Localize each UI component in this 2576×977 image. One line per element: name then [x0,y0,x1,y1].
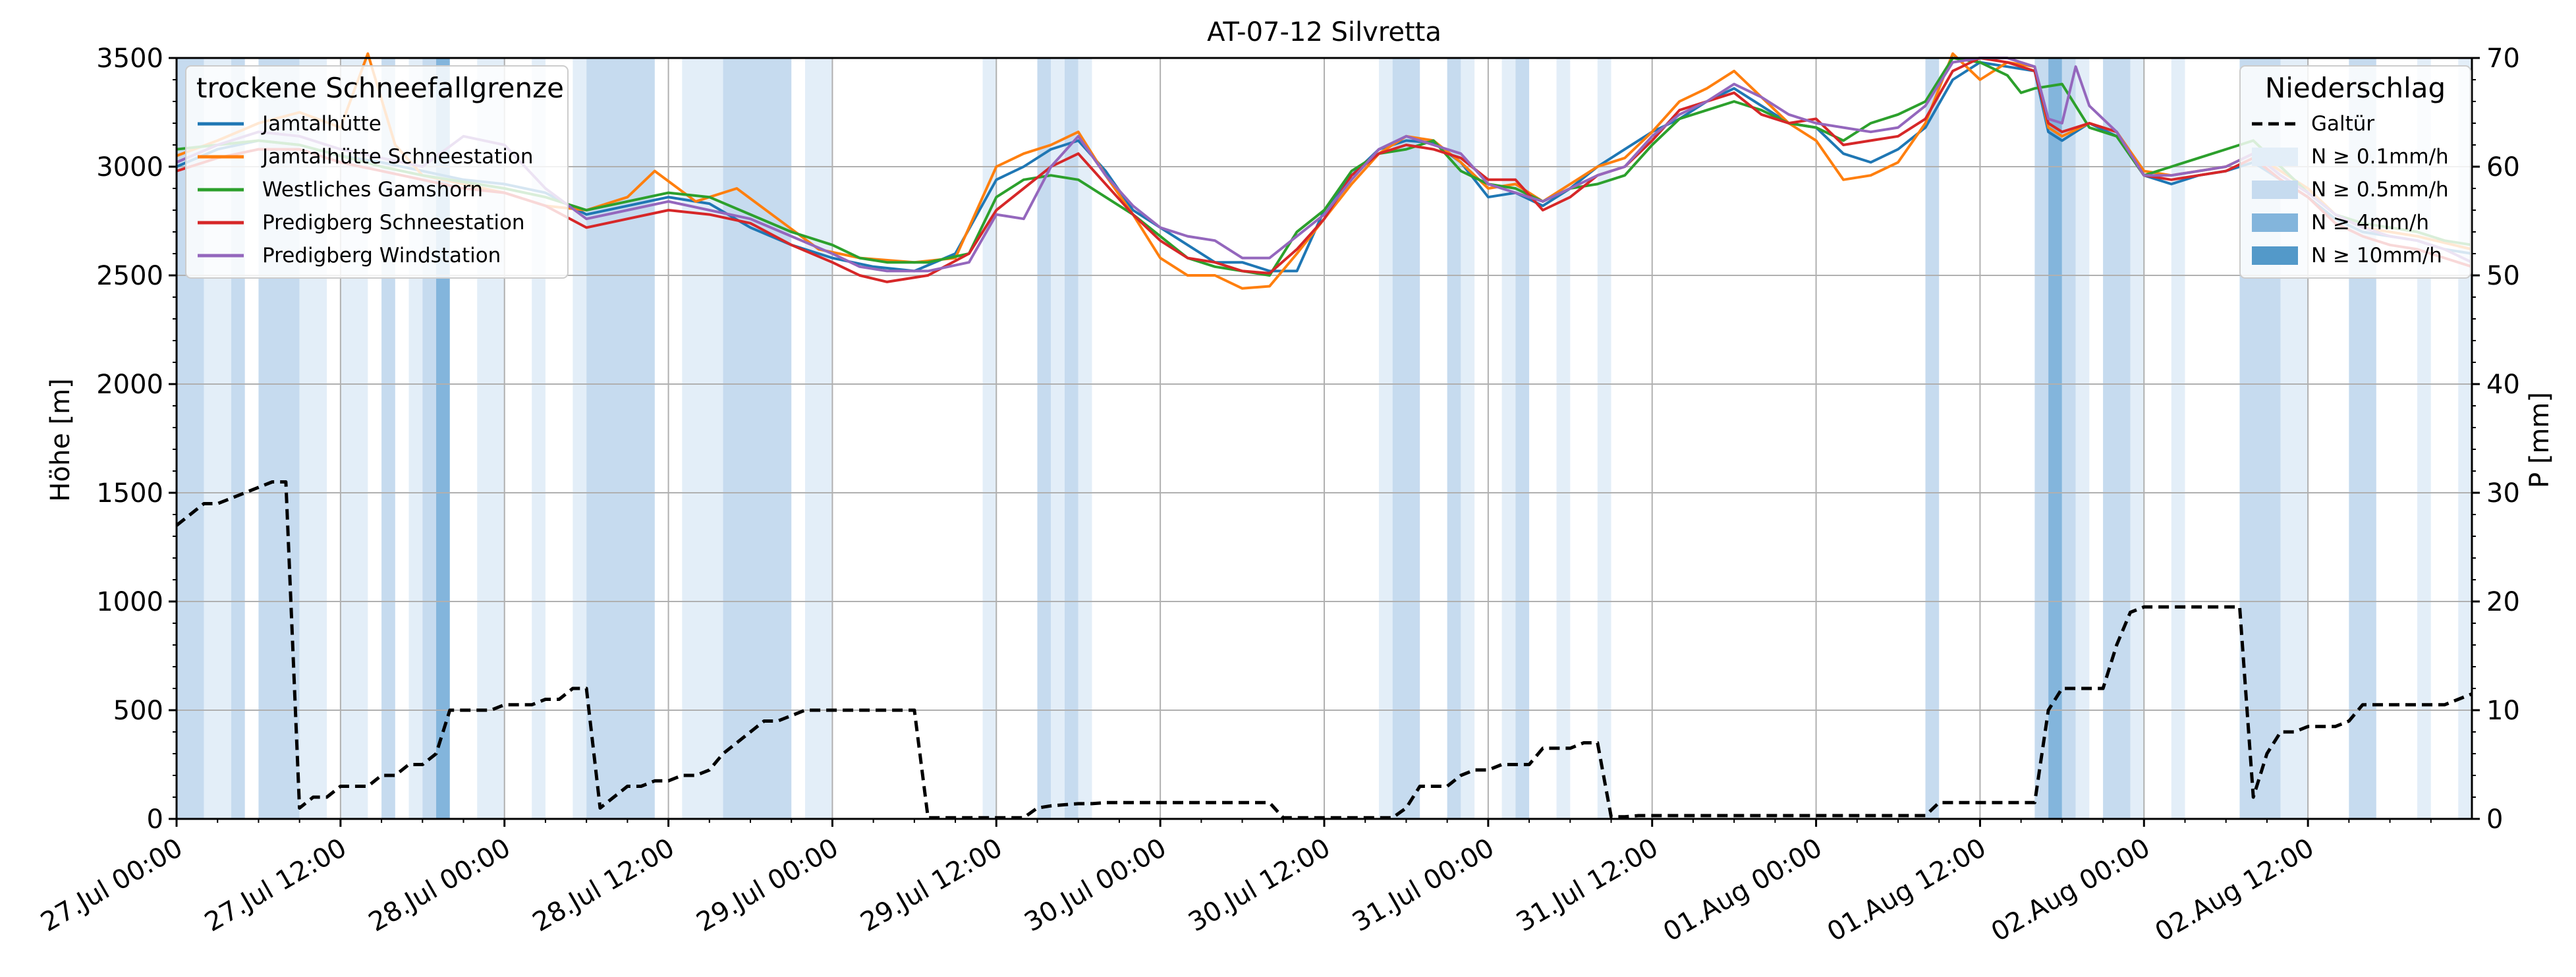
legend-snow-label: Predigberg Windstation [262,244,501,267]
precip-band [2048,58,2062,819]
legend-precip-title: Niederschlag [2265,72,2446,104]
legend-precip-band-swatch [2252,213,2298,232]
y-tick-label-left: 0 [147,804,163,835]
precip-band [804,58,833,819]
y-tick-label-right: 0 [2486,804,2503,835]
y-tick-label-left: 500 [113,696,163,726]
series-lines [175,52,2473,820]
legend-snow-label: Jamtalhütte [261,112,381,136]
legend-precip-band-label: N ≥ 4mm/h [2311,211,2429,235]
y-tick-label-left: 3000 [96,152,163,182]
y-tick-label-left: 2000 [96,370,163,400]
legend-precip-band-swatch [2252,246,2298,265]
legend-snow: trockene Schneefallgrenze Jamtalhütte Jam… [185,65,569,279]
precip-band [1392,58,1420,819]
legend-precip-band-swatch [2252,181,2298,199]
precip-band [2075,58,2090,819]
legend-precip-band-label: N ≥ 0.5mm/h [2311,178,2449,202]
precip-band [1051,58,1065,819]
legend-snow-label: Jamtalhütte Schneestation [261,145,533,169]
precip-band [1064,58,1078,819]
precip-band [723,58,792,819]
y-tick-label-left: 1000 [96,587,163,617]
precip-band [1501,58,1516,819]
precip-band [2061,58,2076,819]
y-tick-label-left: 2500 [96,261,163,291]
legend-precip-line-label: Galtür [2311,112,2374,136]
precip-line-galtur [175,480,2473,820]
legend-precip-band-label: N ≥ 0.1mm/h [2311,145,2449,169]
precip-band [2103,58,2131,819]
precip-band [573,58,587,819]
precip-band [1925,58,1940,819]
precip-band [1078,58,1092,819]
precip-band [1447,58,1461,819]
y-tick-label-right: 40 [2486,370,2520,400]
legend-precip: Niederschlag Galtür N ≥ 0.1mm/h N ≥ 0.5mm… [2239,65,2471,279]
series-line-3 [176,57,2473,277]
y-axis-label-left: Höhe [m] [45,378,76,501]
y-axis-label-right: P [mm] [2525,392,2555,488]
precip-band [1556,58,1571,819]
legend-precip-band-label: N ≥ 10mm/h [2311,244,2442,267]
legend-snow-frame [185,65,569,279]
precip-band [1461,58,1475,819]
y-tick-label-left: 3500 [96,43,163,74]
y-tick-label-right: 50 [2486,261,2520,291]
precip-band [1378,58,1393,819]
legend-snow-title: trockene Schneefallgrenze [196,72,564,104]
y-tick-label-right: 70 [2486,43,2520,74]
precip-band [2130,58,2144,819]
legend-precip-band-swatch [2252,148,2298,166]
y-tick-label-right: 10 [2486,696,2520,726]
precip-band [682,58,723,819]
precip-band [2034,58,2049,819]
y-tick-label-right: 30 [2486,478,2520,509]
legend-snow-label: Westliches Gamshorn [262,178,483,202]
precip-band [1515,58,1530,819]
y-tick-label-left: 1500 [96,478,163,509]
precip-band [2171,58,2185,819]
y-tick-label-right: 20 [2486,587,2520,617]
precip-band [1597,58,1611,819]
y-tick-label-right: 60 [2486,152,2520,182]
precip-band [1037,58,1051,819]
chart-title: AT-07-12 Silvretta [1207,17,1442,47]
precip-band [586,58,655,819]
legend-snow-label: Predigberg Schneestation [262,211,525,235]
series-line-5 [176,57,2473,273]
precip-band [982,58,997,819]
